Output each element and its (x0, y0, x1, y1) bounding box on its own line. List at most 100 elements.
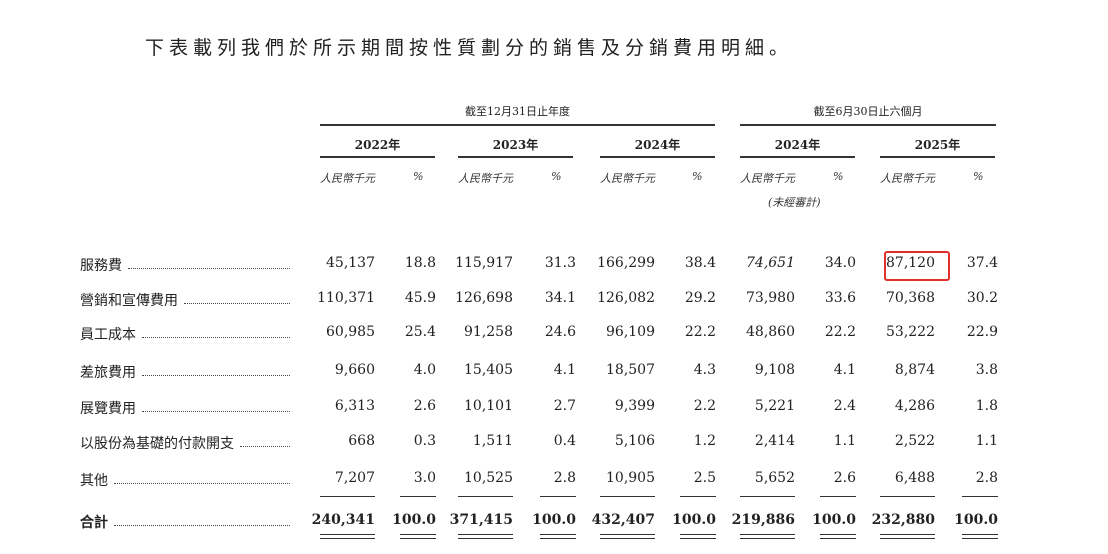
double-rule (400, 538, 436, 539)
year-header-2025-half: 2025年 (914, 138, 961, 152)
total-percent-cell: 100.0 (532, 512, 576, 528)
percent-cell: 3.8 (975, 362, 998, 378)
row-label: 營銷和宣傳費用 (80, 293, 178, 309)
double-rule (820, 534, 856, 535)
amount-cell: 10,905 (606, 470, 655, 486)
amount-cell: 74,651 (746, 255, 795, 271)
amount-cell: 9,108 (754, 362, 795, 378)
amount-cell: 48,860 (746, 324, 795, 340)
amount-cell: 126,698 (455, 290, 513, 306)
subtotal-rule (880, 496, 935, 497)
percent-cell: 29.2 (684, 290, 716, 306)
percent-header: % (973, 170, 984, 183)
currency-header: 人民幣千元 (320, 172, 375, 185)
percent-cell: 2.8 (975, 470, 998, 486)
percent-header: % (551, 170, 562, 183)
percent-cell: 34.1 (544, 290, 576, 306)
subtotal-rule (320, 496, 375, 497)
total-amount-cell: 219,886 (731, 512, 795, 528)
percent-cell: 2.8 (553, 470, 576, 486)
percent-cell: 22.2 (684, 324, 716, 340)
amount-cell: 2,522 (894, 433, 935, 449)
amount-cell: 1,511 (472, 433, 513, 449)
percent-cell: 18.8 (404, 255, 436, 271)
percent-cell: 0.3 (413, 433, 436, 449)
amount-cell: 5,652 (754, 470, 795, 486)
double-rule (600, 534, 655, 535)
amount-cell: 96,109 (606, 324, 655, 340)
double-rule (320, 534, 375, 535)
amount-cell: 91,258 (464, 324, 513, 340)
percent-cell: 4.1 (833, 362, 856, 378)
amount-cell: 10,101 (464, 398, 513, 414)
amount-cell: 53,222 (886, 324, 935, 340)
percent-cell: 1.8 (975, 398, 998, 414)
percent-cell: 4.3 (693, 362, 716, 378)
percent-header: % (413, 170, 424, 183)
year-header-2022: 2022年 (354, 138, 401, 152)
total-percent-cell: 100.0 (672, 512, 716, 528)
year-header-2024: 2024年 (634, 138, 681, 152)
amount-cell: 110,371 (317, 290, 375, 306)
amount-cell: 9,399 (614, 398, 655, 414)
subtotal-rule (962, 496, 998, 497)
amount-cell: 6,488 (894, 470, 935, 486)
percent-cell: 37.4 (966, 255, 998, 271)
amount-cell: 87,120 (886, 255, 935, 271)
leader-dots (142, 337, 290, 338)
double-rule (320, 538, 375, 539)
year-rule (458, 156, 573, 158)
double-rule (680, 538, 716, 539)
percent-cell: 2.4 (833, 398, 856, 414)
year-rule (880, 156, 995, 158)
percent-cell: 2.6 (413, 398, 436, 414)
amount-cell: 18,507 (606, 362, 655, 378)
group-rule-year (320, 124, 715, 126)
unaudited-note: (未經審計) (768, 196, 821, 209)
year-rule (600, 156, 715, 158)
percent-cell: 22.9 (966, 324, 998, 340)
year-rule (740, 156, 855, 158)
percent-cell: 4.1 (553, 362, 576, 378)
amount-cell: 10,525 (464, 470, 513, 486)
currency-header: 人民幣千元 (600, 172, 655, 185)
total-percent-cell: 100.0 (392, 512, 436, 528)
leader-dots (142, 411, 290, 412)
group-header-year: 截至12月31日止年度 (465, 105, 570, 118)
total-percent-cell: 100.0 (954, 512, 998, 528)
amount-cell: 115,917 (455, 255, 513, 271)
highlight-box (884, 251, 950, 281)
double-rule (680, 534, 716, 535)
percent-cell: 25.4 (404, 324, 436, 340)
double-rule (962, 538, 998, 539)
percent-cell: 34.0 (824, 255, 856, 271)
double-rule (600, 538, 655, 539)
currency-header: 人民幣千元 (880, 172, 935, 185)
double-rule (458, 534, 513, 535)
double-rule (740, 534, 795, 535)
amount-cell: 668 (348, 433, 375, 449)
percent-cell: 1.2 (693, 433, 716, 449)
amount-cell: 15,405 (464, 362, 513, 378)
currency-header: 人民幣千元 (458, 172, 513, 185)
intro-text: 下表載列我們於所示期間按性質劃分的銷售及分銷費用明細。 (145, 37, 794, 59)
leader-dots (114, 483, 290, 484)
percent-cell: 3.0 (413, 470, 436, 486)
double-rule (962, 534, 998, 535)
percent-cell: 22.2 (824, 324, 856, 340)
amount-cell: 6,313 (334, 398, 375, 414)
amount-cell: 5,106 (614, 433, 655, 449)
subtotal-rule (740, 496, 795, 497)
amount-cell: 166,299 (597, 255, 655, 271)
double-rule (820, 538, 856, 539)
total-amount-cell: 240,341 (311, 512, 375, 528)
row-label: 其他 (80, 473, 108, 489)
leader-dots (114, 525, 290, 526)
group-rule-half (740, 124, 996, 126)
subtotal-rule (600, 496, 655, 497)
subtotal-rule (400, 496, 436, 497)
subtotal-rule (540, 496, 576, 497)
year-header-2024-half: 2024年 (774, 138, 821, 152)
amount-cell: 45,137 (326, 255, 375, 271)
currency-header: 人民幣千元 (740, 172, 795, 185)
